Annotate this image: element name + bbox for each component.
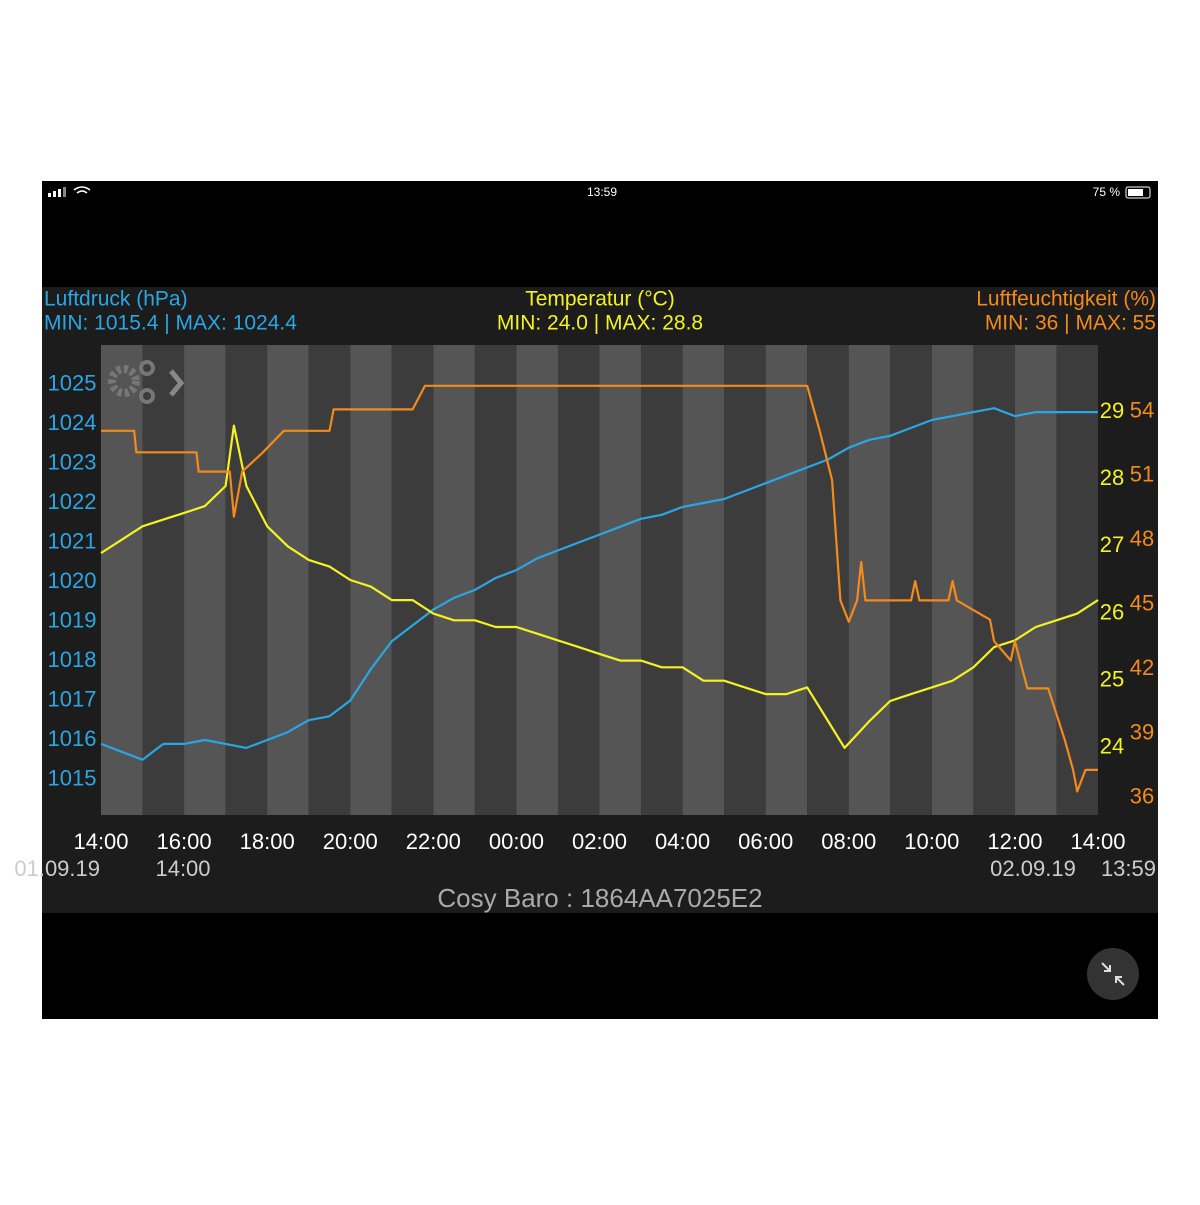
y2-tick-label: 25 (1100, 667, 1124, 692)
x-tick-label: 06:00 (738, 829, 793, 854)
series-line (101, 384, 1098, 793)
x-tick-label: 14:00 (1070, 829, 1125, 854)
y-tick-label: 1020 (48, 568, 97, 593)
x-tick-label: 14:00 (73, 829, 128, 854)
plot-stripe (599, 345, 642, 815)
y-tick-label: 1023 (48, 449, 97, 474)
y2-tick-label: 28 (1100, 465, 1124, 490)
plot-stripe (391, 345, 434, 815)
battery-icon (1125, 186, 1151, 199)
y-tick-label: 1021 (48, 528, 97, 553)
next-arrow[interactable] (169, 369, 185, 397)
wifi-icon (73, 186, 91, 194)
series-line (100, 424, 1099, 749)
legend-name: Luftfeuchtigkeit (%) (976, 288, 1156, 311)
plot-stripe (225, 345, 268, 815)
y-tick-label: 1025 (48, 370, 97, 395)
plot-stripe (682, 345, 725, 815)
x-tick-label: 10:00 (904, 829, 959, 854)
plot-stripe (807, 345, 849, 815)
battery-level (1128, 189, 1143, 196)
x-tick-label: 22:00 (406, 829, 461, 854)
plot (100, 384, 1099, 793)
x-tick-label: 08:00 (821, 829, 876, 854)
plot-stripe (1056, 345, 1098, 815)
plot-stripe (308, 345, 351, 815)
plot-stripe (973, 345, 1015, 815)
x-tick-label: 04:00 (655, 829, 710, 854)
plot-stripe (890, 345, 932, 815)
plot-stripe (641, 345, 683, 815)
plot-stripe (931, 345, 974, 815)
y-tick-label: 1024 (48, 410, 97, 435)
plot-stripe (765, 345, 808, 815)
legend-summary: MIN: 1015.4 | MAX: 1024.4 (44, 312, 297, 335)
y-tick-label: 1015 (48, 765, 97, 790)
device-label: Cosy Baro : 1864AA7025E2 (437, 883, 762, 913)
legend-name: Luftdruck (hPa) (44, 288, 188, 311)
y2-tick-label: 27 (1100, 532, 1124, 557)
x-tick-label: 18:00 (240, 829, 295, 854)
y3-tick-label: 45 (1130, 590, 1154, 615)
series-line (100, 407, 1098, 761)
legend-summary: MIN: 36 | MAX: 55 (985, 312, 1156, 335)
plot-stripe (101, 345, 143, 815)
plot-background (101, 345, 1098, 815)
status-time: 13:59 (587, 185, 617, 199)
x-tick-label: 12:00 (987, 829, 1042, 854)
x-tick-label: 00:00 (489, 829, 544, 854)
plot-stripe (1014, 345, 1057, 815)
legend-summary: MIN: 24.0 | MAX: 28.8 (497, 312, 703, 335)
y2-tick-label: 26 (1100, 599, 1124, 624)
plot-stripe (350, 345, 392, 815)
plot-stripe (474, 345, 517, 815)
x-tick-label: 02:00 (572, 829, 627, 854)
start-date: 01.09.19 (14, 856, 100, 881)
end-time: 13:59 (1101, 856, 1156, 881)
y3-tick-label: 39 (1130, 719, 1154, 744)
plot-stripe (557, 345, 600, 815)
y3-tick-label: 54 (1130, 397, 1154, 422)
y3-tick-label: 48 (1130, 526, 1154, 551)
plot-stripe (267, 345, 309, 815)
exit-fullscreen-icon (1101, 962, 1125, 986)
y2-tick-label: 24 (1100, 734, 1124, 759)
settings-button[interactable] (108, 360, 155, 404)
y-tick-label: 1018 (48, 647, 97, 672)
plot-stripe (516, 345, 558, 815)
plot-stripe (184, 345, 226, 815)
y-tick-label: 1022 (48, 489, 97, 514)
plot-stripe (724, 345, 766, 815)
y-tick-label: 1017 (48, 686, 97, 711)
y-tick-label: 1019 (48, 607, 97, 632)
signal-icon (48, 187, 66, 197)
x-tick-label: 16:00 (157, 829, 212, 854)
y2-tick-label: 29 (1100, 398, 1124, 423)
y3-tick-label: 51 (1130, 462, 1154, 487)
plot-stripe (433, 345, 475, 815)
y3-tick-label: 42 (1130, 655, 1154, 680)
x-tick-label: 20:00 (323, 829, 378, 854)
exit-fullscreen-button[interactable] (1087, 948, 1139, 1000)
y3-tick-label: 36 (1130, 784, 1154, 809)
plot-stripe (848, 345, 891, 815)
plot-stripe (142, 345, 185, 815)
end-date: 02.09.19 (990, 856, 1076, 881)
start-time: 14:00 (155, 856, 210, 881)
battery-text: 75 % (1093, 185, 1121, 199)
legend-name: Temperatur (°C) (525, 288, 675, 311)
y-tick-label: 1016 (48, 726, 97, 751)
